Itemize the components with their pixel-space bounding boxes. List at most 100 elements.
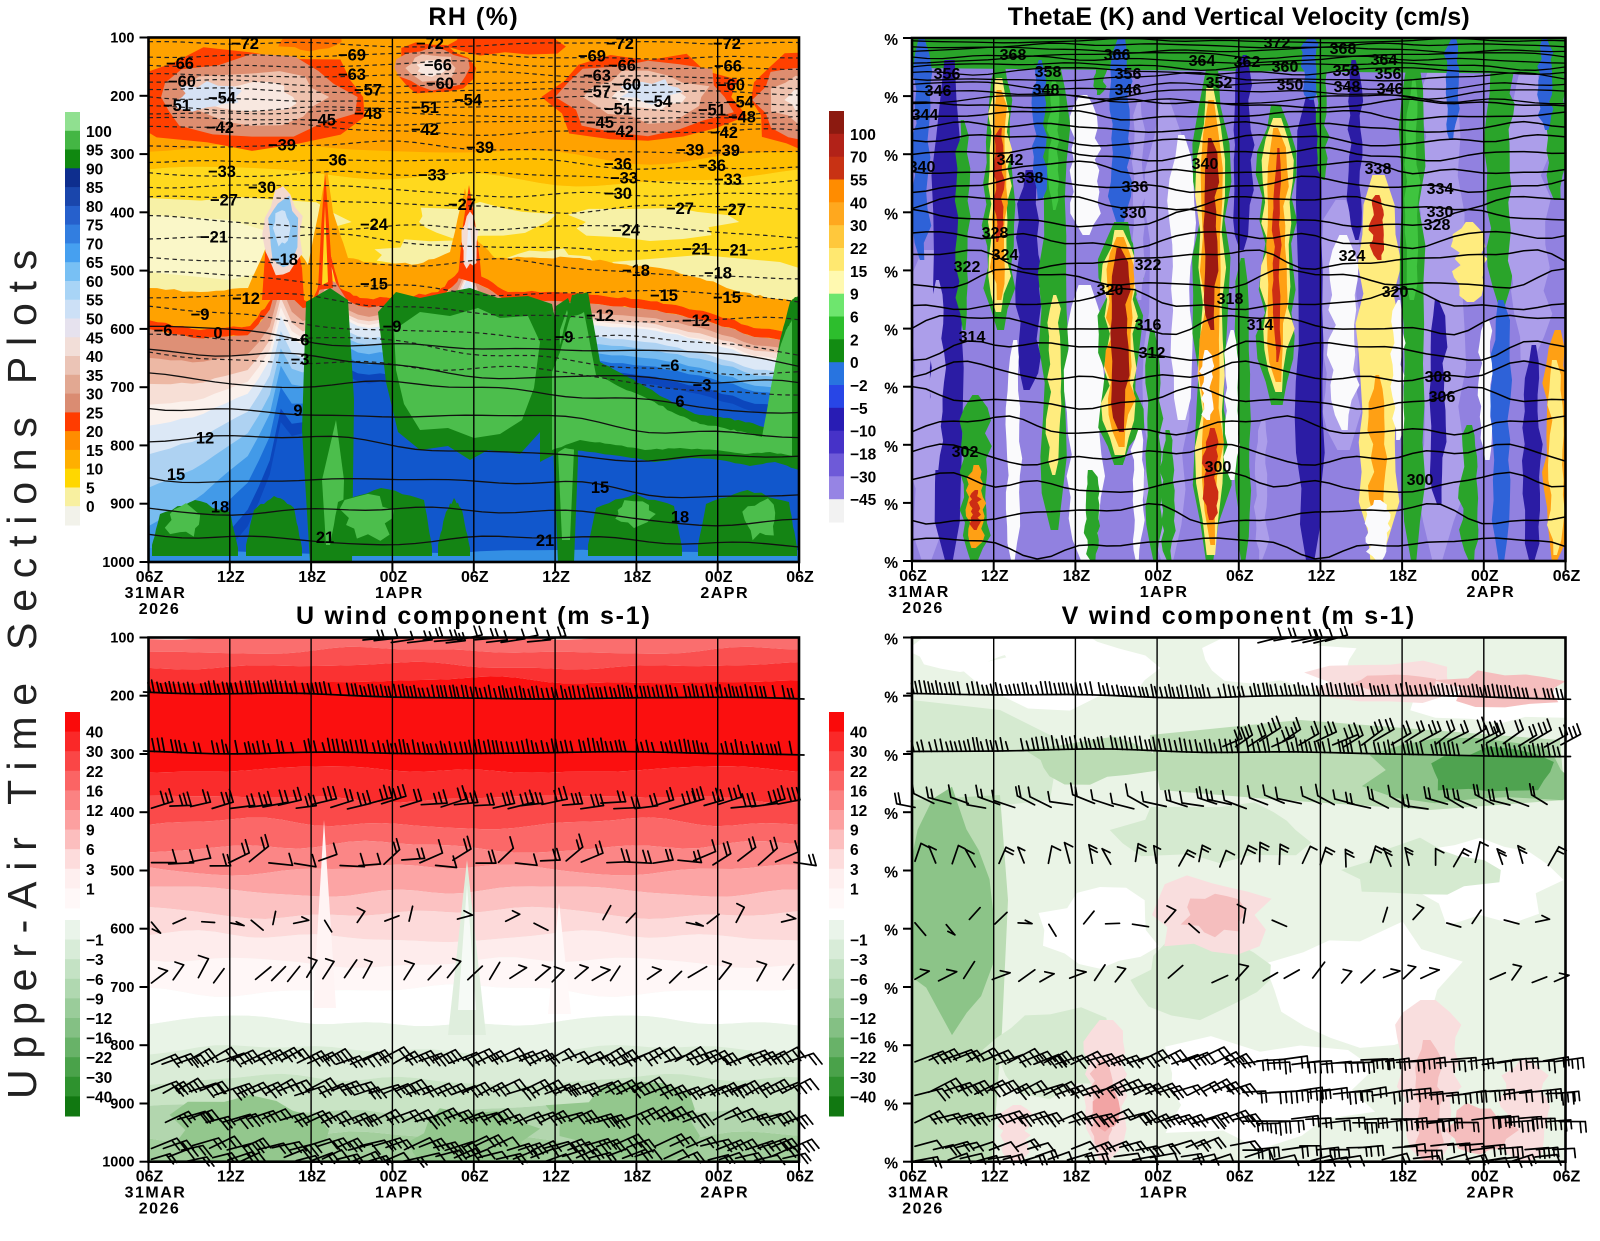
svg-text:−30: −30 [604, 185, 632, 203]
svg-text:−60: −60 [168, 73, 196, 91]
svg-text:2026: 2026 [902, 600, 944, 617]
svg-text:00Z: 00Z [1471, 1169, 1499, 1186]
svg-text:%: % [884, 264, 898, 281]
svg-text:−39: −39 [676, 142, 704, 160]
svg-text:346: 346 [925, 83, 952, 100]
svg-text:%: % [884, 323, 898, 340]
svg-text:%: % [884, 690, 898, 707]
svg-text:−15: −15 [650, 287, 678, 305]
svg-text:12Z: 12Z [542, 1169, 570, 1186]
svg-text:2: 2 [850, 332, 859, 349]
svg-text:06Z: 06Z [899, 568, 927, 585]
svg-text:−51: −51 [163, 97, 191, 115]
svg-text:−9: −9 [86, 991, 104, 1008]
svg-text:06Z: 06Z [136, 1169, 164, 1186]
svg-text:334: 334 [1427, 181, 1454, 198]
svg-text:−69: −69 [578, 47, 606, 65]
svg-text:40: 40 [850, 195, 867, 212]
svg-text:100: 100 [850, 127, 876, 144]
svg-text:12: 12 [86, 803, 103, 820]
svg-text:−39: −39 [712, 142, 740, 160]
svg-text:18Z: 18Z [298, 569, 326, 586]
svg-text:300: 300 [110, 147, 134, 163]
svg-text:2026: 2026 [139, 1201, 181, 1218]
svg-text:12Z: 12Z [981, 568, 1009, 585]
svg-text:−27: −27 [666, 200, 694, 218]
svg-text:−51: −51 [411, 99, 439, 117]
svg-text:%: % [884, 865, 898, 882]
svg-text:−27: −27 [718, 201, 746, 219]
svg-text:−10: −10 [850, 424, 876, 441]
svg-text:−12: −12 [86, 1011, 112, 1028]
svg-text:%: % [884, 806, 898, 823]
svg-text:70: 70 [86, 236, 103, 253]
svg-text:−30: −30 [850, 469, 876, 486]
svg-text:362: 362 [1234, 54, 1261, 71]
svg-text:324: 324 [992, 247, 1019, 264]
svg-text:−63: −63 [583, 67, 611, 85]
svg-text:%: % [884, 748, 898, 765]
svg-text:Upper-Air Time Sections Plots: Upper-Air Time Sections Plots [0, 239, 45, 1099]
svg-text:−12: −12 [850, 1011, 876, 1028]
svg-text:356: 356 [934, 66, 961, 83]
svg-text:−21: −21 [682, 241, 710, 259]
svg-text:18Z: 18Z [298, 1169, 326, 1186]
svg-text:00Z: 00Z [705, 569, 733, 586]
svg-text:−6: −6 [291, 332, 310, 350]
svg-text:360: 360 [1272, 59, 1299, 76]
svg-text:−33: −33 [714, 171, 742, 189]
svg-text:9: 9 [293, 402, 302, 420]
svg-text:90: 90 [86, 161, 103, 178]
svg-text:600: 600 [110, 322, 134, 338]
svg-text:348: 348 [1334, 79, 1361, 96]
svg-text:350: 350 [1277, 77, 1304, 94]
svg-text:00Z: 00Z [1471, 568, 1499, 585]
svg-text:−42: −42 [606, 123, 634, 141]
svg-text:18: 18 [211, 499, 229, 517]
svg-text:−15: −15 [713, 289, 741, 307]
svg-text:1: 1 [86, 881, 95, 898]
svg-text:−66: −66 [714, 58, 742, 76]
svg-text:00Z: 00Z [705, 1169, 733, 1186]
svg-text:−57: −57 [354, 81, 382, 99]
svg-text:−12: −12 [682, 312, 710, 330]
svg-text:21: 21 [316, 529, 334, 547]
svg-text:−3: −3 [86, 952, 104, 969]
svg-text:06Z: 06Z [786, 569, 814, 586]
svg-text:6: 6 [86, 842, 95, 859]
svg-text:80: 80 [86, 199, 103, 216]
svg-text:−18: −18 [850, 447, 877, 464]
svg-text:−12: −12 [586, 307, 614, 325]
svg-text:1: 1 [850, 881, 859, 898]
svg-text:40: 40 [86, 349, 103, 366]
svg-text:−66: −66 [424, 56, 452, 74]
svg-text:−72: −72 [231, 35, 259, 53]
svg-text:%: % [884, 1098, 898, 1115]
svg-text:900: 900 [110, 497, 134, 513]
svg-text:12Z: 12Z [1308, 1169, 1336, 1186]
svg-text:366: 366 [1104, 47, 1131, 64]
svg-text:30: 30 [850, 218, 867, 235]
svg-text:100: 100 [86, 124, 112, 141]
svg-text:50: 50 [86, 312, 103, 329]
svg-text:−9: −9 [555, 329, 574, 347]
svg-text:340: 340 [1192, 156, 1219, 173]
svg-text:328: 328 [1424, 217, 1451, 234]
svg-text:302: 302 [952, 444, 979, 461]
svg-text:%: % [884, 497, 898, 514]
svg-text:−40: −40 [850, 1089, 876, 1106]
svg-text:00Z: 00Z [380, 1169, 408, 1186]
svg-text:%: % [884, 32, 898, 49]
svg-text:9: 9 [850, 287, 859, 304]
svg-text:V wind component (m s-1): V wind component (m s-1) [1062, 602, 1416, 630]
svg-text:700: 700 [110, 980, 134, 996]
svg-text:−69: −69 [338, 47, 366, 65]
svg-text:%: % [884, 90, 898, 107]
svg-text:330: 330 [1427, 204, 1454, 221]
svg-text:−16: −16 [850, 1031, 877, 1048]
svg-text:316: 316 [1135, 317, 1162, 334]
svg-text:−3: −3 [693, 377, 712, 395]
svg-text:312: 312 [1139, 345, 1166, 362]
svg-text:2APR: 2APR [1466, 584, 1515, 601]
svg-text:%: % [884, 1039, 898, 1056]
